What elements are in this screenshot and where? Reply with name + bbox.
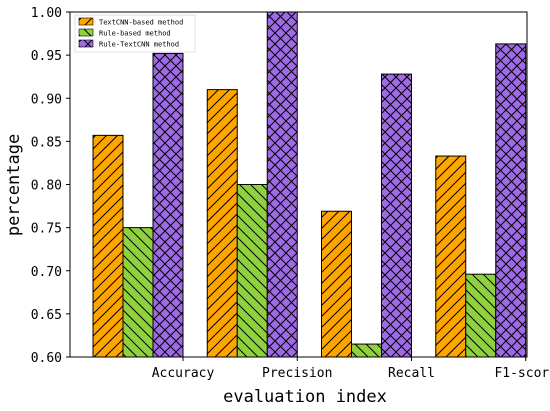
y-tick-label-0-80: 0.80 xyxy=(31,179,62,194)
legend-swatch-textcnn-based-method-hatch xyxy=(78,17,94,26)
y-tick-label-1-00: 1.00 xyxy=(31,6,62,21)
bar-rule-based-method-f1-score-hatch xyxy=(465,273,497,358)
legend-label-textcnn-based-method: TextCNN-based method xyxy=(99,19,183,27)
bar-textcnn-based-method-accuracy-hatch xyxy=(92,134,124,358)
bar-rule-textcnn-method-f1-score-hatch xyxy=(495,43,527,358)
bar-rule-based-method-recall-hatch xyxy=(351,343,382,358)
legend: TextCNN-based method Rule-based method Rul… xyxy=(74,14,196,53)
y-tick-label-0-75: 0.75 xyxy=(31,222,62,237)
x-tick-label-recall: Recall xyxy=(388,366,435,381)
x-tick-label-f1-score: F1-score xyxy=(494,366,550,381)
y-tick-label-0-65: 0.65 xyxy=(31,308,62,323)
legend-swatch-rule-based-method-hatch xyxy=(78,28,94,37)
bars-layer xyxy=(92,11,527,358)
y-tick-label-0-60: 0.60 xyxy=(31,351,62,366)
x-tick-label-accuracy: Accuracy xyxy=(152,366,215,381)
legend-box xyxy=(74,14,196,53)
bar-textcnn-based-method-f1-score-hatch xyxy=(435,155,467,358)
y-tick-label-0-70: 0.70 xyxy=(31,265,62,280)
axes-layer: 0.60 0.65 0.70 0.75 0.80 0.85 0.90 0.95 1.00 Accu… xyxy=(31,6,550,381)
legend-label-rule-textcnn-method: Rule-TextCNN method xyxy=(99,41,179,49)
x-tick-label-precision: Precision xyxy=(262,366,332,381)
bar-rule-based-method-accuracy-hatch xyxy=(122,227,154,358)
y-tick-label-0-90: 0.90 xyxy=(31,92,62,107)
legend-swatch-rule-textcnn-method-hatch xyxy=(78,39,94,48)
x-axis-title: evaluation index xyxy=(223,387,387,407)
y-tick-label-0-95: 0.95 xyxy=(31,49,62,64)
y-tick-label-0-85: 0.85 xyxy=(31,135,62,150)
bar-textcnn-based-method-precision-hatch xyxy=(206,89,238,358)
bar-rule-textcnn-method-precision-hatch xyxy=(266,11,298,358)
bar-rule-based-method-precision-hatch xyxy=(236,184,268,358)
legend-label-rule-based-method: Rule-based method xyxy=(99,30,171,38)
bar-textcnn-based-method-recall-hatch xyxy=(321,210,352,358)
bar-rule-textcnn-method-accuracy-hatch xyxy=(152,52,184,358)
bar-rule-textcnn-method-recall-hatch xyxy=(381,73,412,358)
y-axis-title: percentage xyxy=(4,134,24,236)
